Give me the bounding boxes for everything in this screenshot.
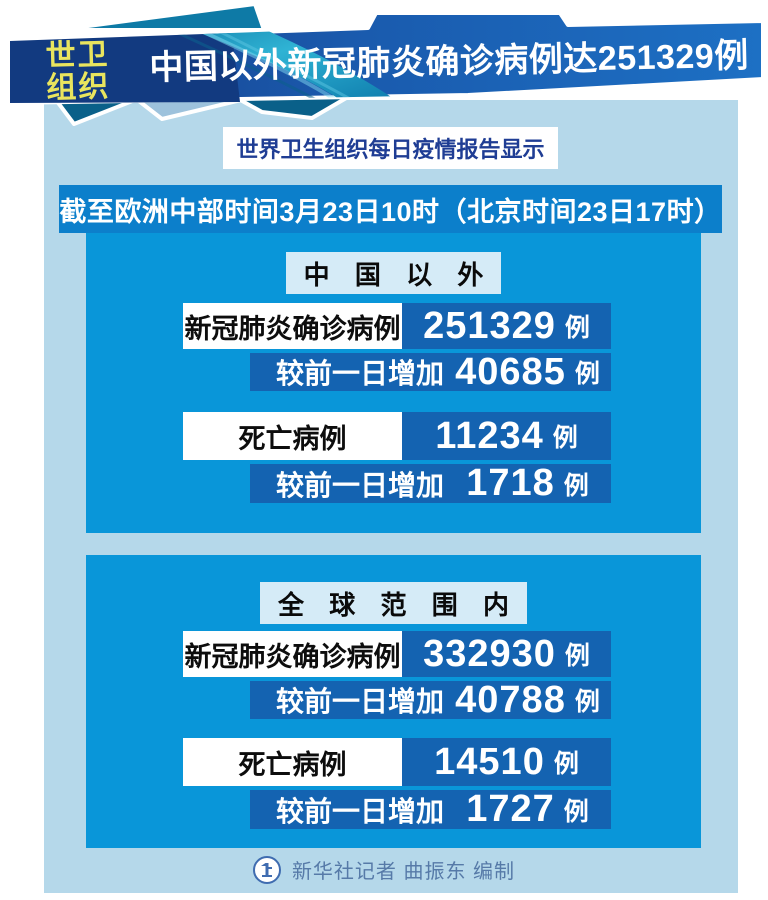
stat-unit: 例 <box>574 688 600 716</box>
stats-panel-global: 全 球 范 围 内 新冠肺炎确诊病例 332930 例 较前一日增加 40788… <box>86 555 701 848</box>
stat-unit: 例 <box>564 314 590 342</box>
stat-unit: 例 <box>564 642 590 670</box>
stat-row-deaths: 死亡病例 14510 例 <box>183 738 611 786</box>
stat-unit: 例 <box>563 797 589 826</box>
header-ribbon-graphic <box>8 2 765 126</box>
who-badge-line2: 组织 <box>45 70 111 106</box>
stat-row-deaths-increase: 较前一日增加 1727 例 <box>250 788 611 830</box>
stat-unit: 例 <box>553 750 579 778</box>
stat-unit: 例 <box>552 424 578 452</box>
stat-label: 较前一日增加 <box>276 795 445 827</box>
stat-label: 较前一日增加 <box>276 686 445 717</box>
section-title: 全 球 范 围 内 <box>260 582 527 624</box>
stat-value-box: 251329 例 <box>402 303 611 349</box>
stat-row-deaths-increase: 较前一日增加 1718 例 <box>250 462 611 504</box>
stat-value: 251329 <box>423 304 556 347</box>
stat-value: 1727 <box>466 788 555 830</box>
stat-row-confirmed: 新冠肺炎确诊病例 332930 例 <box>183 631 611 677</box>
stat-value: 40685 <box>455 350 566 393</box>
stat-label: 新冠肺炎确诊病例 <box>183 631 402 677</box>
footer-credit: 新华社记者 曲振东 编制 <box>0 855 768 884</box>
stat-row-deaths: 死亡病例 11234 例 <box>183 412 611 460</box>
stat-row-confirmed-increase: 较前一日增加 40685 例 <box>250 350 611 393</box>
stat-value: 332930 <box>423 632 556 675</box>
stat-value: 11234 <box>435 414 544 457</box>
header-banner: 世卫 组织 中国以外新冠肺炎确诊病例达251329例 <box>0 0 768 132</box>
stat-label: 死亡病例 <box>183 738 402 786</box>
stat-label: 死亡病例 <box>183 412 402 460</box>
stat-unit: 例 <box>563 471 589 500</box>
stat-unit: 例 <box>574 360 600 388</box>
section-title: 中 国 以 外 <box>285 252 502 294</box>
as-of-time-band: 截至欧洲中部时间3月23日10时（北京时间23日17时） <box>59 185 722 233</box>
stat-value-box: 332930 例 <box>402 631 611 677</box>
stat-value: 14510 <box>434 740 545 783</box>
stat-label: 较前一日增加 <box>276 358 445 389</box>
credit-text: 新华社记者 曲振东 编制 <box>291 861 516 883</box>
stat-value: 1718 <box>466 462 555 504</box>
who-badge: 世卫 组织 <box>45 38 111 106</box>
stat-value-box: 1727 例 <box>444 788 611 830</box>
stats-panel-outside-china: 中 国 以 外 新冠肺炎确诊病例 251329 例 较前一日增加 40685 例… <box>86 233 701 533</box>
xinhua-logo-icon <box>252 855 281 884</box>
report-source-box: 世界卫生组织每日疫情报告显示 <box>223 127 558 169</box>
stat-value-box: 40788 例 <box>444 678 611 721</box>
stat-value-box: 14510 例 <box>402 738 611 786</box>
stat-label: 较前一日增加 <box>276 469 445 501</box>
stat-value-box: 11234 例 <box>402 412 611 460</box>
stat-value: 40788 <box>455 678 566 721</box>
who-badge-line1: 世卫 <box>45 38 110 73</box>
stat-label: 新冠肺炎确诊病例 <box>183 303 402 349</box>
stat-row-confirmed: 新冠肺炎确诊病例 251329 例 <box>183 303 611 349</box>
stat-value-box: 1718 例 <box>444 462 611 504</box>
stat-row-confirmed-increase: 较前一日增加 40788 例 <box>250 678 611 721</box>
stat-value-box: 40685 例 <box>444 350 611 393</box>
